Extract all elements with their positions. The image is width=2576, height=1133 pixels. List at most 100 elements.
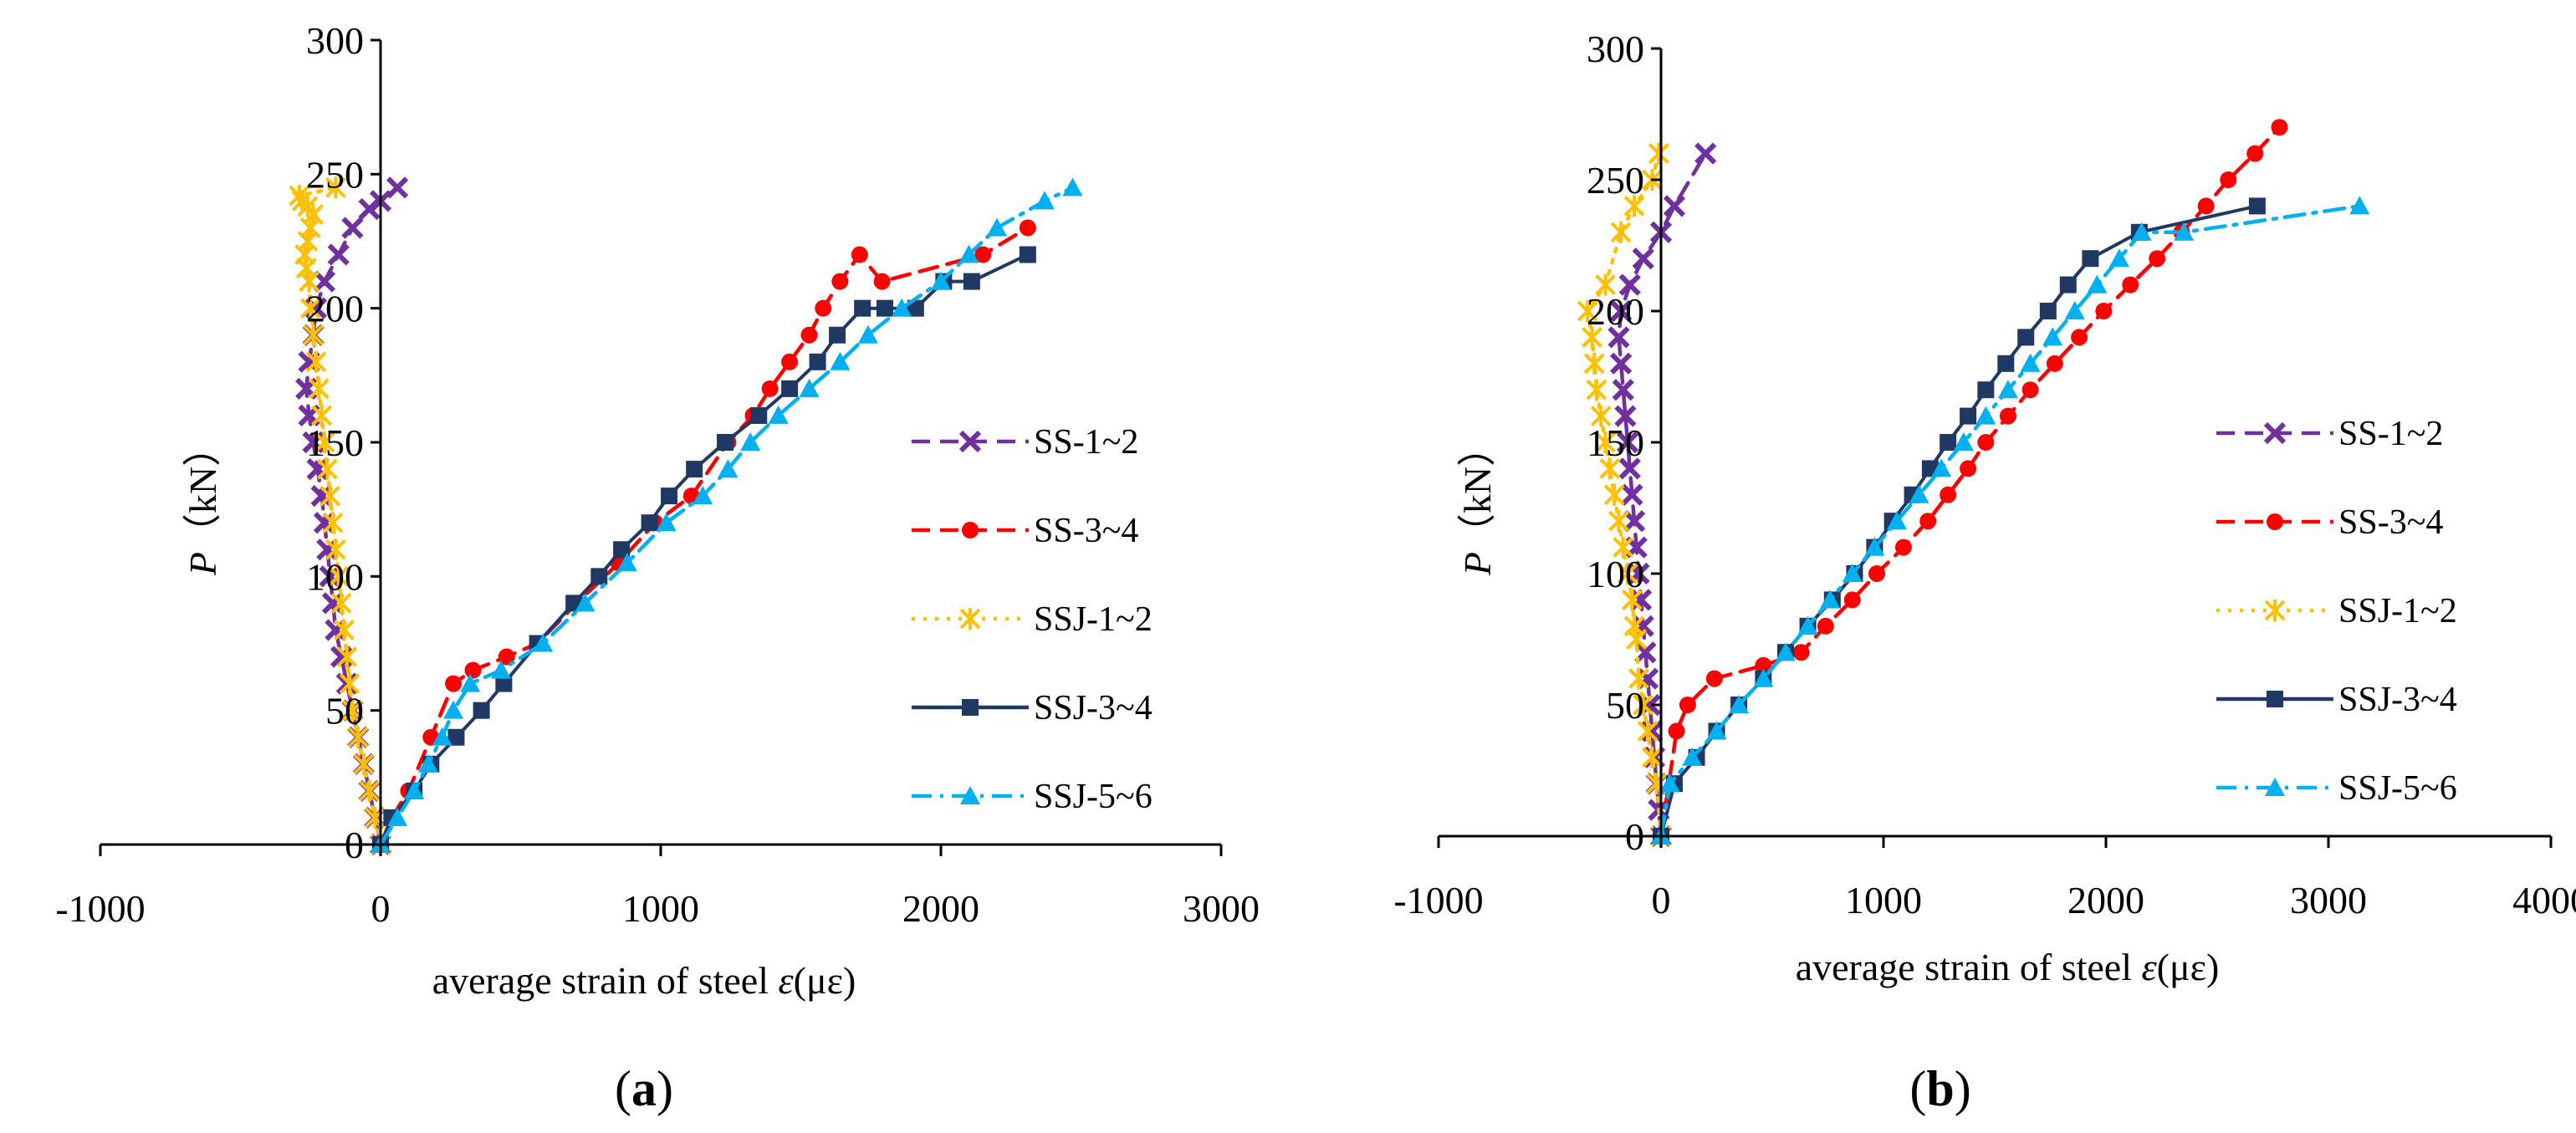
panel-b-series-ssj-5-6-point [2020,353,2041,372]
panel-b-series-ssj-3-4-point [2059,276,2077,293]
panel-a-legend-label: SSJ-5~6 [1034,778,1153,816]
panel-a-legend-item: SS-1~2 [912,423,1138,462]
panel-b-legend-marker [2263,421,2287,445]
panel-a-series-ss-1-2 [295,176,409,856]
panel-a-series-ssj-1-2-point [305,350,327,373]
panel-b-series-ss-3-4-point [2046,355,2063,372]
panel-b-y-tick-label: 200 [1587,290,1644,333]
panel-a-legend-label: SS-1~2 [1034,423,1138,462]
panel-a-series-ssj-3-4-point [829,326,846,344]
panel-a-series-ssj-5-6-point [387,807,408,826]
panel-a-series-ssj-3-4-point [907,299,924,317]
panel-b-series-ss-3-4-point [2271,119,2288,136]
panel-b-y-axis-label: P（kN） [1456,428,1499,576]
panel-b-series-ss-3-4-point [1960,460,1977,477]
panel-a-series-ssj-3-4-point [781,380,799,397]
panel-b-series-ssj-5-6-point [1953,432,1974,451]
panel-b-series-ss-3-4-point [1755,656,1772,674]
panel-b-legend-label: SSJ-5~6 [2338,769,2457,808]
panel-a-series-ssj-1-2-point [325,538,346,561]
panel-a-y-axis-label: P（kN） [181,428,224,576]
panel-a-chart: 0 50 100 150 200 250 300 -1000 0 1000 2000 3000 SS-… [55,19,1260,1116]
panel-b-x-axis-label: average strain of steel ε(με) [1796,946,2220,988]
panel-b-series-ssj-5-6-point [1886,511,1907,530]
panel-b-series-ssj-3-4-point [2082,250,2099,268]
panel-b-series-ss-1-2-point [1623,510,1646,533]
panel-a-series-ss-1-2-point [313,270,336,293]
panel-b-legend-label: SS-1~2 [2338,415,2443,453]
panel-a-series-ssj-5-6-point [892,298,912,317]
panel-a-series-ss-3-4-point [800,326,818,344]
panel-b-series-ss-1-2-point [1616,431,1639,454]
panel-a-series-ssj-5-6-point [799,378,820,397]
panel-a-series-ss-3-4-point [781,353,799,370]
panel-b-series-ssj-1-2-point [1648,142,1669,165]
panel-a-series-ssj-3-4-point [750,406,768,424]
panel-b-legend-label: SS-3~4 [2338,503,2443,542]
panel-a-series-ss-1-2-point [306,457,329,481]
panel-b-series-ss-3-4-point [1679,697,1696,713]
panel-b-series-ss-3-4-point [1868,565,1886,582]
panel-a-series-ssj-3-4-point [641,514,658,532]
panel-b-legend-item: SS-3~4 [2216,503,2443,542]
panel-b-legend: SS-1~2 SS-3~4 SSJ-1~2 SSJ-3~4 SSJ-5~6 [2216,415,2457,808]
panel-a-series-ssj-5-6-point [857,324,878,344]
panel-b-series-ssj-3-4-point [2039,303,2057,319]
panel-b-series-ss-1-2-point [1607,326,1630,349]
panel-b-series-ssj-1-2-point [1610,221,1632,243]
panel-b-series-ss-3-4-point [2149,250,2166,268]
panel-a-series-ssj-3-4-point [877,299,893,317]
panel-a-series-ssj-5-6-point [491,660,512,679]
panel-a-series-ssj-3-4-point [1019,246,1036,263]
panel-b-series-ssj-3-4-line [1659,204,2259,838]
panel-a-y-tick-label: 0 [345,824,364,866]
panel-a-series-ss-1-2-point [327,243,350,266]
panel-b-legend-label: SSJ-3~4 [2338,681,2457,719]
panel-b-series-ss-1-2-point [1609,299,1633,323]
panel-a-series-ss-1-2-point [310,485,333,508]
panel-a-series-ssj-1-2-point [330,592,352,615]
panel-a-series-ss-3-4-point [464,661,482,679]
panel-b-series-ssj-1-2-point [1577,300,1598,322]
panel-b-series-ss-3-4-point [1940,486,1957,503]
panel-b-series-ssj-5-6-point [1975,406,1996,425]
panel-a-series-ssj-3-4-point [963,273,980,290]
panel-b-legend-label: SSJ-1~2 [2338,592,2457,630]
panel-a-legend-item: SSJ-1~2 [912,600,1153,639]
panel-a-series-ss-3-4-point [1019,219,1036,237]
panel-b-series-ssj-1-2-point [1586,379,1607,401]
panel-b-legend-marker [2264,600,2286,621]
panel-b-series-ssj-3-4-point [1940,434,1957,451]
panel-b-legend-marker [2267,691,2283,707]
panel-b-series-ssj-5-6-point [2087,274,2108,293]
panel-a-x-tick-label: 0 [371,887,391,930]
panel-b-series-ss-1-2-point [1629,589,1653,611]
panel-b-x-tick-label: 1000 [1845,879,1922,921]
panel-b-series-ss-1-2-point [1663,195,1686,217]
panel-b-series-ssj-5-6-point [2064,301,2085,319]
panel-b-series-ssj-1-2-point [1595,431,1616,453]
panel-a-y-tick-label: 300 [306,19,364,62]
panel-a-series-ss-1-2-point [321,592,345,615]
panel-b-series-ssj-5-6-point [1753,668,1774,687]
panel-b-y-tick-label: 50 [1606,684,1644,727]
panel-b-series-ssj-1-2-point [1637,720,1659,743]
panel-a-series-ss-3-4-point [831,273,849,290]
panel-a-legend-marker [962,699,979,716]
panel-b-series-ssj-1-2-point [1628,667,1649,690]
panel-a-series-ss-1-2-point [335,672,358,695]
panel-b-series-ssj-5-6-point [1659,773,1680,793]
panel-a-legend-item: SS-3~4 [912,512,1138,550]
panel-b-y-tick-label: 100 [1587,553,1644,595]
panel-a-series-ssj-3-4-point [590,568,608,585]
panel-a-series-ssj-1-2-point [336,646,358,668]
panel-a-series-ssj-3-4-point [854,299,871,317]
panel-b-series-ssj-1-2-point [1590,405,1612,427]
panel-a-series-ss-3-4-point [873,273,891,290]
panel-b-series-ssj-5-6-point [1682,747,1703,766]
panel-b-series-ssj-1-2-point [1599,457,1621,480]
panel-a-series-ssj-1-2-point [359,779,381,802]
panel-b-x-tick-label: 3000 [2290,879,2367,921]
panel-a-label: (a) [615,1061,673,1116]
panel-a-series-ssj-1-2-point [334,619,355,641]
